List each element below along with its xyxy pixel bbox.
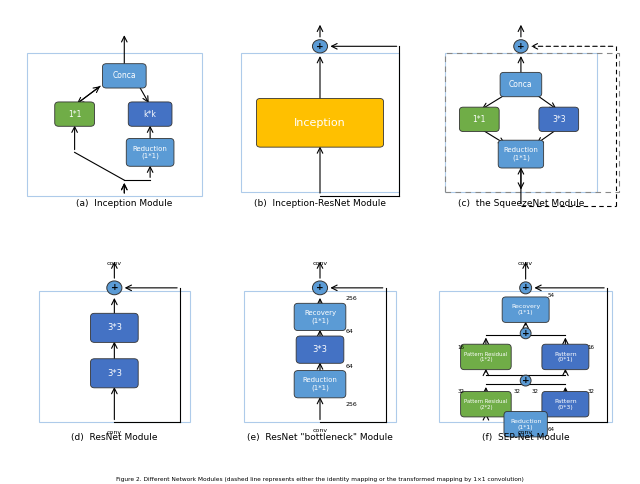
Text: 3*3: 3*3 [107, 369, 122, 378]
Circle shape [520, 282, 532, 294]
Text: Reduction
(1*1): Reduction (1*1) [132, 146, 168, 159]
Text: Pattern Residual
(1*2): Pattern Residual (1*2) [465, 351, 508, 363]
FancyBboxPatch shape [500, 73, 541, 97]
Text: +: + [517, 42, 525, 51]
FancyBboxPatch shape [461, 344, 511, 370]
Text: Conca: Conca [509, 80, 532, 89]
Circle shape [312, 281, 328, 295]
FancyBboxPatch shape [294, 371, 346, 398]
Text: Reduction
(1*1): Reduction (1*1) [504, 147, 538, 161]
Text: 64: 64 [547, 427, 554, 432]
FancyBboxPatch shape [126, 138, 174, 166]
Text: 64: 64 [346, 363, 354, 368]
Text: Reduction
(1*1): Reduction (1*1) [303, 378, 337, 391]
Bar [439, 291, 612, 423]
FancyBboxPatch shape [539, 107, 579, 132]
FancyBboxPatch shape [504, 411, 547, 437]
Text: Pattern
(0*1): Pattern (0*1) [554, 351, 577, 363]
Text: 3*3: 3*3 [312, 345, 328, 354]
FancyBboxPatch shape [128, 102, 172, 126]
Text: Pattern Residual
(2*2): Pattern Residual (2*2) [465, 399, 508, 409]
Circle shape [514, 40, 528, 53]
Text: (d)  ResNet Module: (d) ResNet Module [71, 433, 157, 442]
Bar [244, 291, 396, 423]
Text: (a)  Inception Module: (a) Inception Module [76, 199, 172, 208]
Bar [241, 53, 399, 192]
Text: +: + [316, 283, 324, 292]
Text: +: + [522, 283, 529, 292]
Text: 256: 256 [346, 296, 358, 301]
FancyBboxPatch shape [90, 359, 138, 388]
Text: +: + [111, 283, 118, 292]
Text: conv: conv [107, 261, 122, 266]
Text: 32: 32 [513, 389, 520, 394]
Text: Figure 2. Different Network Modules (dashed line represents either the identity : Figure 2. Different Network Modules (das… [116, 477, 524, 482]
FancyBboxPatch shape [461, 392, 511, 417]
Text: (c)  the SqueezeNet Module: (c) the SqueezeNet Module [458, 199, 584, 208]
FancyBboxPatch shape [460, 107, 499, 132]
Text: Recovery
(1*1): Recovery (1*1) [511, 304, 540, 315]
Bar [27, 53, 202, 196]
Text: 256: 256 [346, 402, 358, 407]
Circle shape [520, 328, 531, 339]
FancyBboxPatch shape [542, 344, 589, 370]
Bar [445, 53, 620, 192]
FancyBboxPatch shape [102, 64, 146, 88]
FancyBboxPatch shape [55, 102, 95, 126]
Text: Inception: Inception [294, 118, 346, 128]
Text: 32: 32 [531, 389, 538, 394]
Text: 54: 54 [547, 293, 554, 298]
Text: conv: conv [107, 430, 122, 435]
Text: Conca: Conca [113, 71, 136, 80]
Text: 1*1: 1*1 [472, 115, 486, 124]
Text: Recovery
(1*1): Recovery (1*1) [304, 310, 336, 324]
Bar [39, 291, 190, 423]
Circle shape [520, 375, 531, 386]
Text: +: + [522, 376, 529, 385]
FancyBboxPatch shape [296, 336, 344, 363]
Text: Reduction
(1*1): Reduction (1*1) [510, 419, 541, 430]
FancyBboxPatch shape [257, 98, 383, 147]
Text: +: + [316, 42, 324, 51]
Text: conv: conv [312, 261, 328, 266]
Text: 3*3: 3*3 [107, 323, 122, 333]
Text: +: + [522, 329, 529, 338]
Bar [445, 53, 596, 192]
Text: 64: 64 [346, 329, 354, 334]
Text: conv: conv [312, 428, 328, 433]
FancyBboxPatch shape [294, 303, 346, 331]
Text: 16: 16 [457, 346, 464, 350]
Circle shape [312, 40, 328, 53]
Text: conv: conv [518, 261, 533, 266]
Text: k*k: k*k [144, 109, 157, 119]
FancyBboxPatch shape [542, 392, 589, 417]
Text: Pattern
(0*3): Pattern (0*3) [554, 399, 577, 409]
FancyBboxPatch shape [90, 313, 138, 342]
Text: 16: 16 [587, 346, 594, 350]
Text: (b)  Inception-ResNet Module: (b) Inception-ResNet Module [254, 199, 386, 208]
Text: 32: 32 [457, 389, 464, 394]
Text: conv: conv [518, 430, 533, 435]
Text: (f)  SEP-Net Module: (f) SEP-Net Module [482, 433, 570, 442]
Text: 1*1: 1*1 [68, 109, 81, 119]
FancyBboxPatch shape [498, 140, 543, 168]
Text: 3*3: 3*3 [552, 115, 566, 124]
Text: (e)  ResNet "bottleneck" Module: (e) ResNet "bottleneck" Module [247, 433, 393, 442]
Circle shape [107, 281, 122, 295]
FancyBboxPatch shape [502, 297, 549, 322]
Text: 32: 32 [587, 389, 594, 394]
